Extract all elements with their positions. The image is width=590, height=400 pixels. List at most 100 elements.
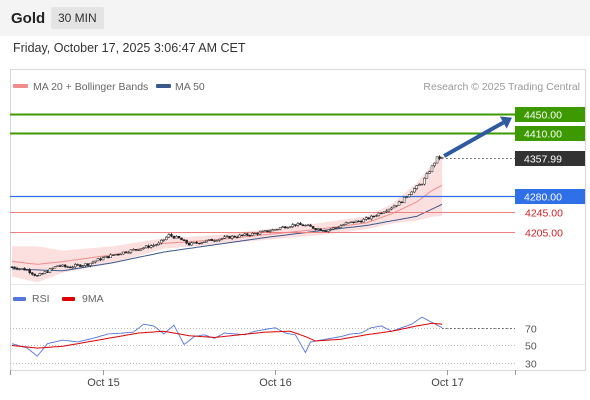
candle-body: [392, 205, 396, 209]
x-tick-label: Oct 16: [259, 377, 291, 389]
candle-body: [197, 242, 201, 245]
candle-body: [210, 239, 214, 242]
support-label: 4245.00: [525, 208, 563, 220]
candle-body: [13, 266, 16, 269]
candle-body: [223, 236, 226, 239]
candle-body: [109, 254, 112, 258]
x-axis: Oct 15 Oct 16 Oct 17: [10, 370, 516, 389]
candle-body: [306, 224, 310, 226]
candle-body: [367, 217, 370, 220]
candle-body: [235, 236, 239, 239]
candle-body: [139, 248, 143, 251]
pivot-label: 4280.00: [524, 192, 562, 204]
candle-body: [48, 268, 52, 273]
candle-body: [304, 224, 307, 227]
candle-body: [428, 171, 431, 174]
candle-body: [218, 238, 221, 241]
candle-body: [101, 257, 105, 261]
forecast-arrow-head: [499, 116, 512, 129]
candle-body: [375, 215, 378, 217]
candle-body: [53, 266, 57, 269]
candle-body: [203, 241, 206, 243]
candle-body: [283, 226, 287, 229]
candle-body: [248, 234, 252, 237]
candle-body: [137, 249, 140, 251]
ma20-line: [11, 184, 443, 265]
candle-body: [192, 242, 196, 244]
candle-body: [301, 224, 305, 227]
rsi-line: [11, 316, 443, 357]
candle-body: [337, 226, 340, 229]
candle-body: [132, 249, 135, 251]
candle-body: [68, 266, 72, 269]
candle-body: [58, 265, 62, 267]
candle-body: [258, 231, 262, 235]
candle-body: [76, 264, 80, 266]
candle-body: [407, 194, 411, 198]
ma50-line: [11, 203, 443, 272]
candle-body: [349, 221, 353, 223]
candle-body: [230, 235, 234, 239]
candle-body: [79, 264, 82, 267]
candle-body: [311, 226, 315, 229]
candle-body: [347, 222, 350, 224]
candle-body: [440, 157, 444, 159]
legend-ma20-label: MA 20 + Bollinger Bands: [33, 81, 148, 93]
candle-body: [299, 223, 302, 226]
candle-body: [286, 227, 290, 229]
resistance-label: 4410.00: [524, 129, 562, 141]
current-price-label: 4357.99: [524, 154, 562, 166]
candle-body: [94, 260, 97, 263]
candle-body: [154, 244, 158, 246]
support-label: 4205.00: [525, 228, 563, 240]
candle-body: [240, 234, 244, 237]
candle-body: [28, 269, 31, 273]
candle-body: [66, 266, 69, 268]
x-tick-label: Oct 15: [87, 377, 119, 389]
candle-body: [296, 223, 300, 226]
candle-body: [63, 264, 67, 267]
timeframe-button[interactable]: 30 MIN: [51, 7, 104, 29]
candle-body: [190, 242, 193, 246]
candle-body: [220, 238, 224, 240]
candle-body: [327, 229, 330, 232]
candle-body: [243, 233, 247, 236]
candle-body: [182, 239, 186, 241]
candle-body: [397, 201, 401, 206]
candle-body: [213, 240, 216, 242]
forecast-arrow-shaft: [443, 120, 505, 158]
bollinger-fill: [12, 154, 443, 283]
legend-9ma-label: 9MA: [82, 293, 104, 305]
candle-body: [402, 197, 406, 204]
candle-body: [215, 240, 219, 242]
candle-body: [18, 268, 21, 270]
candle-body: [380, 212, 383, 215]
candle-body: [415, 185, 419, 189]
candle-body: [36, 275, 39, 277]
candle-body: [152, 244, 155, 247]
candle-body: [276, 228, 279, 231]
candle-body: [84, 263, 87, 266]
candle-body: [433, 162, 436, 167]
candle-body: [261, 230, 264, 233]
legend-swatch-ma50: [156, 84, 171, 88]
candle-body: [117, 254, 120, 256]
candle-body: [208, 239, 211, 241]
candle-body: [233, 235, 236, 238]
legend-rsi-label: RSI: [32, 293, 50, 305]
pivot-tag: [515, 189, 585, 204]
candle-body: [106, 256, 110, 258]
candle-body: [425, 173, 429, 179]
candle-body: [165, 236, 168, 240]
candle-body: [96, 258, 100, 262]
rsi-panel: 70 50 30: [10, 316, 537, 371]
candle-body: [175, 236, 178, 239]
candle-body: [423, 177, 426, 185]
candle-body: [438, 156, 441, 159]
candle-body: [314, 228, 317, 230]
candle-body: [342, 224, 345, 226]
candle-body: [56, 265, 59, 267]
candle-body: [266, 230, 269, 233]
